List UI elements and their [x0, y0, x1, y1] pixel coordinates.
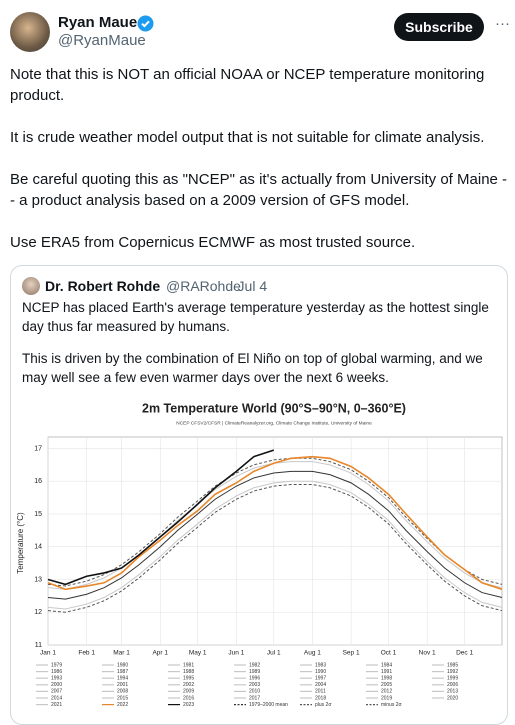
legend-label: 2010 — [249, 689, 260, 695]
legend-label: 1980 — [117, 662, 128, 668]
legend-label: 1996 — [249, 676, 260, 682]
legend-label: 2011 — [315, 689, 326, 695]
legend-label: 2009 — [183, 689, 194, 695]
legend-label: 1999 — [447, 676, 458, 682]
author-handle[interactable]: @RyanMaue — [58, 32, 146, 49]
legend-label: 1990 — [315, 669, 326, 675]
quote-avatar — [22, 277, 40, 295]
verified-badge — [137, 15, 154, 32]
legend-label: 2021 — [51, 702, 62, 708]
legend-label: 1987 — [117, 669, 128, 675]
legend-label: 2023 — [183, 702, 194, 708]
legend-label: 1979 — [51, 662, 62, 668]
series-line — [47, 483, 503, 613]
legend-label: 2018 — [315, 695, 326, 701]
series-line — [47, 457, 503, 587]
author-name[interactable]: Ryan Maue — [58, 14, 138, 31]
legend-label: 1984 — [381, 662, 392, 668]
chart: 2m Temperature World (90°S–90°N, 0–360°E… — [16, 401, 503, 708]
series-line — [47, 480, 503, 610]
legend-label: 2012 — [381, 689, 392, 695]
paragraph: Be careful quoting this as "NCEP" as it'… — [10, 171, 508, 209]
legend-label: 2020 — [447, 695, 458, 701]
subscribe-button[interactable]: Subscribe — [394, 13, 484, 41]
tweet-text: Note that this is NOT an official NOAA o… — [10, 64, 508, 274]
legend-label: 2003 — [249, 682, 260, 688]
x-tick-label: Jan 1 — [40, 650, 56, 657]
plot-area — [47, 436, 503, 646]
legend-label: 2014 — [51, 695, 62, 701]
legend-label: minus 2σ — [381, 702, 403, 708]
legend-label: 2002 — [183, 682, 194, 688]
y-tick-label: 11 — [35, 642, 42, 649]
legend-label: 2013 — [447, 689, 458, 695]
legend-label: 1979–2000 mean — [249, 702, 288, 708]
y-tick-label: 17 — [34, 445, 42, 452]
legend-label: 2017 — [249, 695, 260, 701]
legend-label: plus 2σ — [315, 702, 332, 708]
x-tick-label: Sep 1 — [343, 650, 360, 657]
legend-label: 1995 — [183, 676, 194, 682]
x-tick-label: May 1 — [189, 650, 207, 657]
x-tick-label: Dec 1 — [456, 650, 473, 657]
quote-text: NCEP has placed Earth's average temperat… — [22, 298, 500, 400]
paragraph: Note that this is NOT an official NOAA o… — [10, 66, 485, 104]
paragraph: NCEP has placed Earth's average temperat… — [22, 300, 489, 334]
legend-label: 2019 — [381, 695, 392, 701]
y-tick-label: 12 — [34, 609, 42, 616]
series-line — [47, 455, 503, 591]
legend-label: 2005 — [381, 682, 392, 688]
legend-label: 2022 — [117, 702, 128, 708]
quote-author: Dr. Robert Rohde — [45, 278, 161, 294]
legend-label: 1992 — [447, 669, 458, 675]
legend-label: 2016 — [183, 695, 194, 701]
legend-label: 2004 — [315, 682, 326, 688]
more-button[interactable]: ··· — [495, 15, 510, 32]
legend-label: 1998 — [381, 676, 392, 682]
y-tick-label: 13 — [34, 576, 42, 583]
legend-label: 1985 — [447, 662, 458, 668]
legend-label: 1981 — [183, 662, 194, 668]
y-tick-label: 14 — [34, 544, 42, 551]
legend-label: 1994 — [117, 676, 128, 682]
paragraph: This is driven by the combination of El … — [22, 351, 483, 385]
x-tick-label: Jul 1 — [267, 650, 281, 657]
legend-label: 2006 — [447, 682, 458, 688]
quote-date: · Jul 4 — [229, 278, 268, 294]
legend-label: 1983 — [315, 662, 326, 668]
legend-label: 2015 — [117, 695, 128, 701]
legend-label: 1993 — [51, 676, 62, 682]
x-tick-label: Nov 1 — [419, 650, 436, 657]
legend-label: 1997 — [315, 676, 326, 682]
series-line — [47, 470, 503, 600]
legend-label: 1988 — [183, 669, 194, 675]
x-tick-label: Jun 1 — [228, 650, 244, 657]
chart-title: 2m Temperature World (90°S–90°N, 0–360°E… — [142, 401, 406, 415]
x-tick-label: Oct 1 — [381, 650, 397, 657]
legend-label: 2007 — [51, 689, 62, 695]
paragraph: Use ERA5 from Copernicus ECMWF as most t… — [10, 234, 416, 251]
series-line — [47, 449, 275, 586]
legend-label: 1989 — [249, 669, 260, 675]
y-tick-label: 16 — [34, 478, 42, 485]
legend-label: 2001 — [117, 682, 128, 688]
chart-subtitle: NCEP CFSV2/CFSR | ClimateReanalyzer.org,… — [176, 420, 372, 426]
legend-label: 1991 — [381, 669, 392, 675]
y-axis-label: Temperature (°C) — [16, 512, 25, 574]
quote-handle: @RARohde — [166, 278, 241, 294]
legend-label: 2008 — [117, 689, 128, 695]
x-tick-label: Apr 1 — [152, 650, 168, 657]
avatar[interactable] — [10, 12, 50, 52]
paragraph: It is crude weather model output that is… — [10, 129, 485, 146]
x-tick-label: Mar 1 — [113, 650, 130, 657]
legend-label: 1986 — [51, 669, 62, 675]
legend-label: 1982 — [249, 662, 260, 668]
legend-label: 2000 — [51, 682, 62, 688]
y-tick-label: 15 — [34, 511, 42, 518]
x-tick-label: Aug 1 — [304, 650, 321, 657]
x-tick-label: Feb 1 — [78, 650, 95, 657]
